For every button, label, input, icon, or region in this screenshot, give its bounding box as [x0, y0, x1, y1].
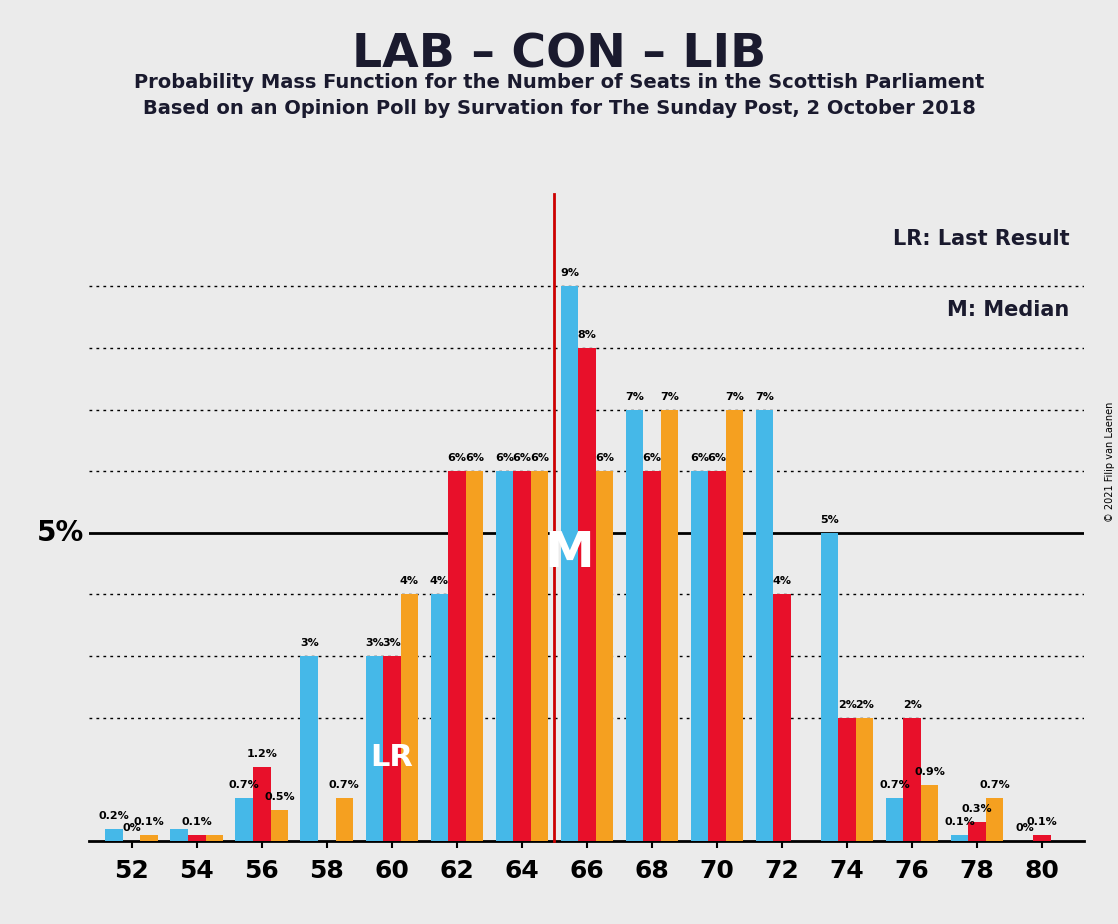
Text: Probability Mass Function for the Number of Seats in the Scottish Parliament: Probability Mass Function for the Number… — [134, 73, 984, 92]
Bar — [856, 718, 873, 841]
Bar — [141, 834, 158, 841]
Bar — [950, 834, 968, 841]
Text: LR: Last Result: LR: Last Result — [893, 229, 1070, 249]
Bar — [366, 656, 383, 841]
Bar — [301, 656, 318, 841]
Text: M: M — [544, 529, 595, 577]
Text: 0.1%: 0.1% — [134, 817, 164, 827]
Bar — [206, 834, 224, 841]
Bar — [188, 834, 206, 841]
Bar — [253, 767, 271, 841]
Bar — [578, 348, 596, 841]
Bar — [661, 409, 679, 841]
Text: LAB – CON – LIB: LAB – CON – LIB — [352, 32, 766, 78]
Text: 4%: 4% — [773, 577, 792, 587]
Bar — [774, 594, 790, 841]
Bar — [596, 471, 614, 841]
Text: 7%: 7% — [660, 392, 679, 402]
Bar — [448, 471, 466, 841]
Text: 4%: 4% — [429, 577, 448, 587]
Text: 3%: 3% — [364, 638, 383, 648]
Text: 5%: 5% — [821, 515, 838, 525]
Text: 0.1%: 0.1% — [1026, 817, 1058, 827]
Text: 0.2%: 0.2% — [98, 810, 130, 821]
Text: 0.7%: 0.7% — [879, 780, 910, 790]
Text: 2%: 2% — [837, 699, 856, 710]
Bar — [335, 797, 353, 841]
Text: 7%: 7% — [755, 392, 774, 402]
Bar — [170, 829, 188, 841]
Bar — [1033, 834, 1051, 841]
Bar — [885, 797, 903, 841]
Bar — [968, 822, 986, 841]
Bar — [821, 533, 838, 841]
Text: 3%: 3% — [382, 638, 401, 648]
Text: 6%: 6% — [495, 454, 514, 463]
Bar — [921, 785, 938, 841]
Bar — [560, 286, 578, 841]
Text: 2%: 2% — [855, 699, 874, 710]
Text: 6%: 6% — [447, 454, 466, 463]
Text: 6%: 6% — [643, 454, 662, 463]
Text: 0%: 0% — [1015, 823, 1034, 833]
Text: © 2021 Filip van Laenen: © 2021 Filip van Laenen — [1105, 402, 1115, 522]
Text: 2%: 2% — [902, 699, 921, 710]
Bar — [383, 656, 400, 841]
Text: 0%: 0% — [122, 823, 141, 833]
Text: 6%: 6% — [512, 454, 531, 463]
Text: 0.7%: 0.7% — [979, 780, 1010, 790]
Text: 3%: 3% — [300, 638, 319, 648]
Text: 6%: 6% — [465, 454, 484, 463]
Text: M: Median: M: Median — [947, 300, 1070, 321]
Bar — [726, 409, 743, 841]
Text: 6%: 6% — [595, 454, 614, 463]
Bar — [531, 471, 548, 841]
Text: 0.9%: 0.9% — [915, 768, 945, 777]
Text: 6%: 6% — [690, 454, 709, 463]
Text: 5%: 5% — [37, 519, 84, 547]
Text: LR: LR — [370, 743, 414, 772]
Text: 0.7%: 0.7% — [229, 780, 259, 790]
Bar — [495, 471, 513, 841]
Text: 0.1%: 0.1% — [181, 817, 212, 827]
Bar — [236, 797, 253, 841]
Bar — [271, 810, 288, 841]
Text: 7%: 7% — [726, 392, 743, 402]
Text: 0.5%: 0.5% — [264, 792, 295, 802]
Bar — [105, 829, 123, 841]
Text: Based on an Opinion Poll by Survation for The Sunday Post, 2 October 2018: Based on an Opinion Poll by Survation fo… — [143, 99, 975, 118]
Bar — [756, 409, 774, 841]
Bar — [400, 594, 418, 841]
Text: 7%: 7% — [625, 392, 644, 402]
Text: 8%: 8% — [578, 330, 596, 340]
Bar — [708, 471, 726, 841]
Text: 9%: 9% — [560, 269, 579, 278]
Text: 1.2%: 1.2% — [246, 749, 277, 759]
Bar — [838, 718, 856, 841]
Bar — [903, 718, 921, 841]
Text: 0.3%: 0.3% — [961, 805, 993, 814]
Text: 6%: 6% — [530, 454, 549, 463]
Bar — [691, 471, 708, 841]
Bar — [430, 594, 448, 841]
Bar — [986, 797, 1004, 841]
Text: 0.1%: 0.1% — [945, 817, 975, 827]
Bar — [643, 471, 661, 841]
Text: 0.7%: 0.7% — [329, 780, 360, 790]
Bar — [626, 409, 643, 841]
Bar — [466, 471, 483, 841]
Bar — [513, 471, 531, 841]
Text: 6%: 6% — [708, 454, 727, 463]
Text: 4%: 4% — [400, 577, 419, 587]
